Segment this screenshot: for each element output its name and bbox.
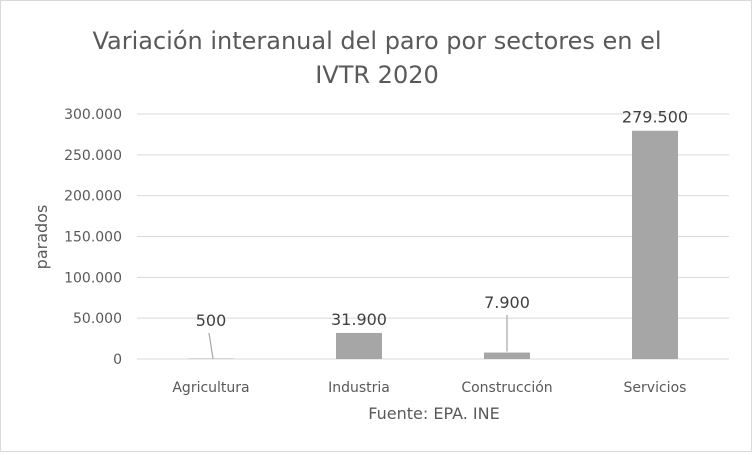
x-tick-label: Servicios xyxy=(624,380,687,396)
bar xyxy=(336,333,382,359)
x-tick-label: Agricultura xyxy=(172,380,249,396)
chart-title-line-1: Variación interanual del paro por sector… xyxy=(92,27,661,55)
x-axis-label: Fuente: EPA. INE xyxy=(368,404,499,423)
y-tick-label: 0 xyxy=(113,352,122,368)
chart-title-line-2: IVTR 2020 xyxy=(315,61,439,89)
data-label: 7.900 xyxy=(484,293,530,312)
data-label: 279.500 xyxy=(622,108,688,127)
y-tick-label: 150.000 xyxy=(64,230,122,246)
x-tick-label: Construcción xyxy=(461,380,552,396)
y-tick-label: 50.000 xyxy=(73,311,122,327)
bar xyxy=(632,131,678,359)
y-axis-label: parados xyxy=(32,205,51,270)
data-label: 31.900 xyxy=(331,310,387,329)
y-tick-label: 300.000 xyxy=(64,107,122,123)
data-label: 500 xyxy=(196,311,227,330)
x-tick-label: Industria xyxy=(328,380,390,396)
bar xyxy=(484,353,530,359)
leader-line xyxy=(209,333,213,359)
y-tick-label: 250.000 xyxy=(64,148,122,164)
y-tick-label: 100.000 xyxy=(64,270,122,286)
y-tick-label: 200.000 xyxy=(64,189,122,205)
